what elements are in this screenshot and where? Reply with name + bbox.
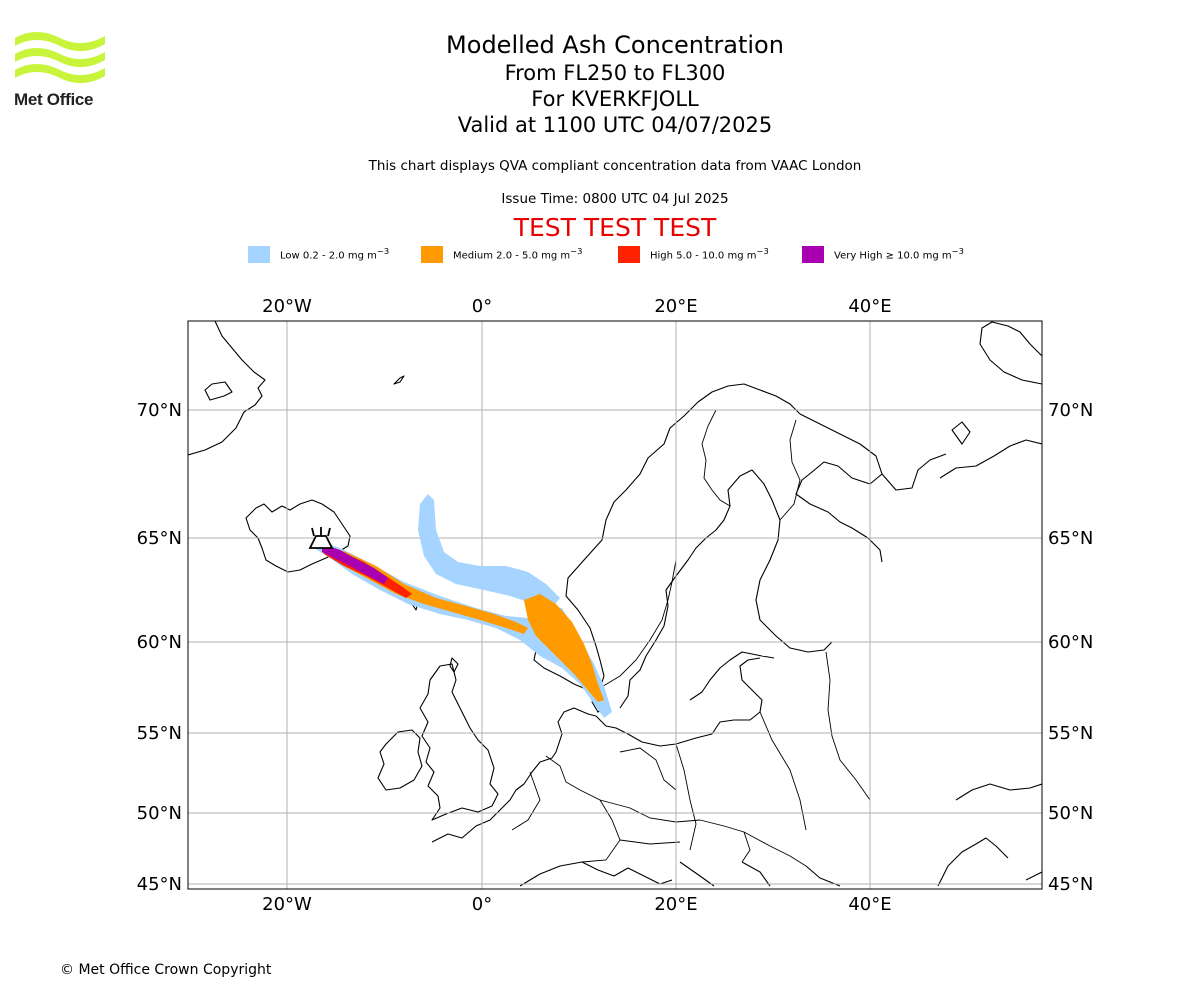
top-lon-label-20w: 20°W [262,296,312,317]
legend-swatch-low [248,245,270,263]
legend-swatch-high [618,245,640,263]
top-lon-label-20e: 20°E [654,296,697,317]
subtitle: This chart displays QVA compliant concen… [368,158,862,174]
left-lat-label-55n: 55°N [137,723,182,744]
bottom-lon-label-20e: 20°E [654,894,697,915]
bottom-lon-labels: 20°W 0° 20°E 40°E [262,894,891,915]
ash-very-high-plume [322,544,388,584]
title-line-4: Valid at 1100 UTC 04/07/2025 [457,113,773,137]
country-borders [511,409,871,867]
iceland-coast [245,499,351,573]
title-line-1: Modelled Ash Concentration [446,31,784,59]
volcano-marker-icon [308,527,334,549]
legend-label-low: Low 0.2 - 2.0 mg m−3 [280,246,390,262]
ash-medium-skagerrak [524,594,604,702]
ash-low-north-lobe [418,494,560,608]
top-lon-labels: 20°W 0° 20°E 40°E [262,296,891,317]
left-lat-label-50n: 50°N [137,803,182,824]
legend-item-low: Low 0.2 - 2.0 mg m−3 [248,244,389,264]
ireland-coast [377,729,423,791]
bottom-lon-label-0: 0° [472,894,492,915]
bottom-lon-label-40e: 40°E [848,894,891,915]
right-lat-label-50n: 50°N [1048,803,1093,824]
map-frame [187,320,1043,890]
legend-item-very-high: Very High ≥ 10.0 mg m−3 [802,244,964,264]
right-lat-label-45n: 45°N [1048,874,1093,895]
logo-text: Met Office [14,90,94,109]
right-lat-label-65n: 65°N [1048,528,1093,549]
test-banner: TEST TEST TEST [513,213,717,242]
right-lat-label-70n: 70°N [1048,400,1093,421]
legend-label-medium: Medium 2.0 - 5.0 mg m−3 [453,246,583,262]
title-line-2: From FL250 to FL300 [504,61,726,85]
legend-label-very-high: Very High ≥ 10.0 mg m−3 [834,246,964,262]
title-line-3: For KVERKFJOLL [531,87,699,111]
finland-coast [751,469,833,653]
left-lat-label-65n: 65°N [137,528,182,549]
legend-item-medium: Medium 2.0 - 5.0 mg m−3 [421,244,582,264]
kola-coast [795,413,883,563]
met-office-waves-icon [15,32,105,84]
graticule [188,321,1042,889]
great-britain-coast [419,663,499,821]
right-lat-label-60n: 60°N [1048,632,1093,653]
issue-time: Issue Time: 0800 UTC 04 Jul 2025 [501,191,729,207]
legend-item-high: High 5.0 - 10.0 mg m−3 [618,244,769,264]
copyright-notice: © Met Office Crown Copyright [60,962,272,978]
baltic-coast [689,651,775,701]
chart-title-block: Modelled Ash Concentration From FL250 to… [0,30,1200,138]
bottom-lon-label-20w: 20°W [262,894,312,915]
sweden-coast [619,469,753,709]
left-lat-label-70n: 70°N [137,400,182,421]
coastlines [188,321,1042,887]
legend-swatch-very-high [802,245,824,263]
ash-medium-plume [322,544,528,634]
left-lat-labels: 70°N 65°N 60°N 55°N 50°N 45°N [137,400,182,895]
ash-very-high-region [322,544,388,584]
right-lat-labels: 70°N 65°N 60°N 55°N 50°N 45°N [1048,400,1093,895]
legend-label-high: High 5.0 - 10.0 mg m−3 [650,246,769,262]
top-lon-label-40e: 40°E [848,296,891,317]
top-lon-label-0: 0° [472,296,492,317]
ash-medium-region [322,544,604,702]
left-lat-label-60n: 60°N [137,632,182,653]
legend-swatch-medium [421,245,443,263]
left-lat-label-45n: 45°N [137,874,182,895]
right-lat-label-55n: 55°N [1048,723,1093,744]
met-office-logo: Met Office [14,30,114,114]
map-content [188,321,1042,889]
